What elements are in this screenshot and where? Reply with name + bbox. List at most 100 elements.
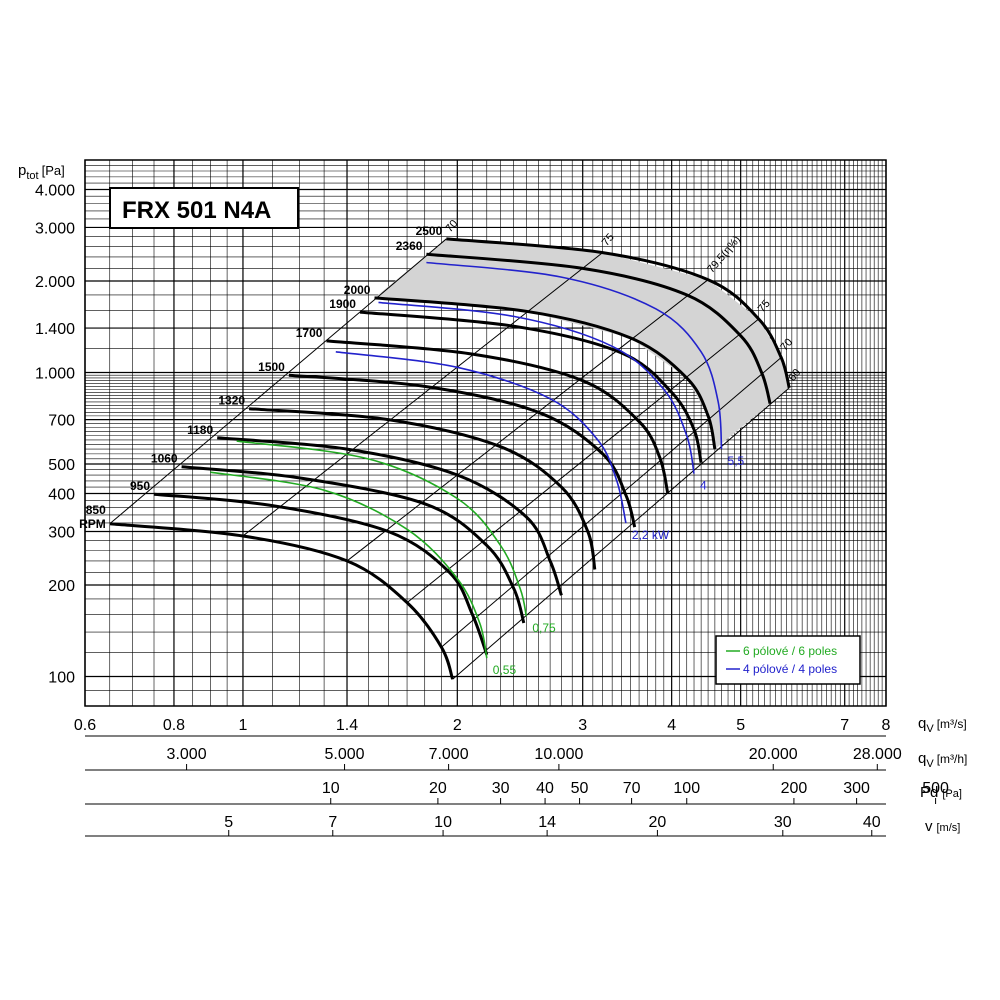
power-curve-label: 0,55: [493, 663, 517, 677]
secondary-axis-label-pd: Pd [Pa]: [920, 784, 962, 801]
secondary-tick-label: 7.000: [429, 746, 469, 763]
efficiency-label: 79,5(η%): [705, 234, 743, 276]
secondary-tick-label: 10: [322, 780, 340, 797]
speed-curve-label: 1900: [329, 297, 356, 311]
secondary-tick-label: 3.000: [167, 746, 207, 763]
secondary-axis-label-flow: qV [m³/h]: [918, 750, 967, 770]
x-tick-label: 0.6: [74, 717, 96, 734]
secondary-tick-label: 40: [536, 780, 554, 797]
y-tick-label: 100: [48, 670, 75, 687]
secondary-tick-label: 10.000: [534, 746, 583, 763]
secondary-tick-label: 100: [673, 780, 700, 797]
y-tick-label: 700: [48, 413, 75, 430]
optimum-zone-fill: [374, 238, 790, 450]
speed-curve: [153, 492, 489, 656]
y-axis-label: ptot [Pa]: [18, 162, 65, 182]
power-curve-label: 2,2 kW: [632, 528, 670, 542]
power-curve: [335, 351, 627, 524]
y-tick-label: 3.000: [35, 220, 75, 237]
secondary-tick-label: 50: [571, 780, 589, 797]
x-tick-label: 4: [667, 717, 676, 734]
speed-curve-label: 950: [130, 479, 150, 493]
power-curve: [378, 301, 695, 474]
secondary-tick-label: 200: [781, 780, 808, 797]
speed-curve-label: 1320: [218, 394, 245, 408]
legend-label-6-poles: 6 pólové / 6 poles: [743, 644, 837, 658]
secondary-tick-label: 10: [434, 814, 452, 831]
speed-curve: [326, 339, 670, 494]
y-tick-label: 500: [48, 457, 75, 474]
chart-title: FRX 501 N4A: [122, 197, 271, 224]
speed-curve-label: 1060: [151, 452, 178, 466]
efficiency-line: [406, 318, 759, 604]
y-tick-label: 1.000: [35, 366, 75, 383]
y-tick-label: 1.400: [35, 321, 75, 338]
secondary-tick-label: 28.000: [853, 746, 902, 763]
power-curves: 0,55 0,75 2,2 kW 4 5,5: [210, 261, 745, 677]
secondary-tick-label: 20: [649, 814, 667, 831]
x-tick-label: 1.4: [336, 717, 358, 734]
power-curve: [210, 471, 488, 659]
power-curve-label: 0,75: [532, 621, 556, 635]
x-tick-label: 0.8: [163, 717, 185, 734]
axes: 100 200 300 400 500 700 1.000 1.400 2.000 3.000 4.…: [35, 159, 949, 837]
x-tick-label: 2: [453, 717, 462, 734]
legend: 6 pólové / 6 poles 4 pólové / 4 poles: [715, 635, 861, 685]
power-curve-label: 4: [700, 479, 707, 493]
speed-curve: [181, 465, 526, 624]
speed-curve-label: 2360: [396, 239, 423, 253]
speed-curve: [374, 296, 717, 450]
efficiency-label: 75: [600, 231, 617, 248]
speed-curve-label: 1180: [187, 423, 213, 437]
secondary-tick-label: 300: [843, 780, 870, 797]
legend-label-4-poles: 4 pólové / 4 poles: [743, 662, 837, 676]
secondary-tick-label: 14: [538, 814, 556, 831]
efficiency-line: [242, 252, 603, 537]
power-curve: [236, 440, 528, 617]
speed-curve: [359, 310, 703, 464]
secondary-tick-label: 30: [492, 780, 510, 797]
secondary-tick-label: 5: [224, 814, 233, 831]
secondary-tick-label: 20: [429, 780, 447, 797]
optimum-zone: [374, 238, 790, 450]
speed-curve-label: 2500: [416, 224, 443, 238]
power-curve-label: 5,5: [728, 454, 745, 468]
efficiency-line: [109, 238, 447, 525]
grid-lines: [84, 159, 887, 707]
y-tick-label: 4.000: [35, 182, 75, 199]
secondary-tick-label: 70: [623, 780, 641, 797]
speed-curve: [288, 373, 637, 528]
title-box: [109, 187, 299, 229]
secondary-axis-label-v: v [m/s]: [925, 818, 960, 835]
x-axis-label: qV [m³/s]: [918, 715, 967, 735]
speed-curve: [426, 252, 772, 404]
x-tick-label: 3: [578, 717, 587, 734]
power-curve: [426, 261, 723, 450]
speed-curve-label: 2000: [344, 283, 371, 297]
speed-curve: [109, 522, 455, 680]
speed-curve: [446, 237, 791, 389]
speed-curve-label: 1700: [296, 326, 323, 340]
secondary-tick-label: 20.000: [749, 746, 798, 763]
legend-box: [715, 635, 861, 685]
secondary-tick-label: 30: [774, 814, 792, 831]
plot-frame: [84, 159, 887, 707]
efficiency-line: [452, 387, 790, 680]
speed-curve: [217, 436, 563, 596]
speed-curve-label: 850: [86, 503, 106, 517]
y-tick-label: 2.000: [35, 274, 75, 291]
efficiency-line: [441, 357, 782, 648]
speed-curve: [248, 407, 597, 570]
secondary-tick-label: 5.000: [325, 746, 365, 763]
speed-curve-label: 1500: [258, 360, 285, 374]
y-tick-label: 400: [48, 486, 75, 503]
y-tick-label: 200: [48, 578, 75, 595]
secondary-tick-label: 7: [328, 814, 337, 831]
x-tick-label: 7: [840, 717, 849, 734]
secondary-tick-label: 500: [922, 780, 949, 797]
y-tick-label: 300: [48, 524, 75, 541]
x-tick-label: 8: [882, 717, 891, 734]
efficiency-line: [346, 279, 709, 562]
